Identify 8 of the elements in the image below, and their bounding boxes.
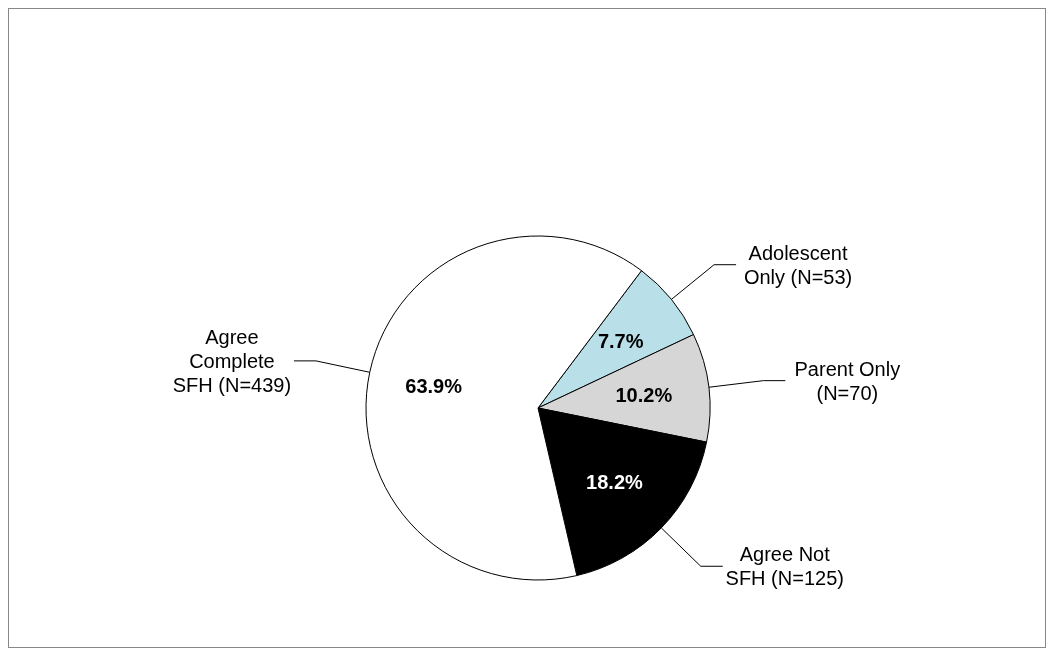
slice-label: Agree Not SFH (N=125) [725, 543, 844, 590]
data-label: 10.2% [615, 384, 673, 407]
data-label: 18.2% [586, 471, 644, 494]
slice-label: Agree Complete SFH (N=439) [172, 325, 292, 396]
slice-label: Adolescent Only (N=53) [743, 241, 853, 288]
data-label: 7.7% [597, 329, 644, 352]
data-label: 63.9% [405, 374, 463, 397]
slice-label: Parent Only (N=70) [794, 357, 901, 404]
